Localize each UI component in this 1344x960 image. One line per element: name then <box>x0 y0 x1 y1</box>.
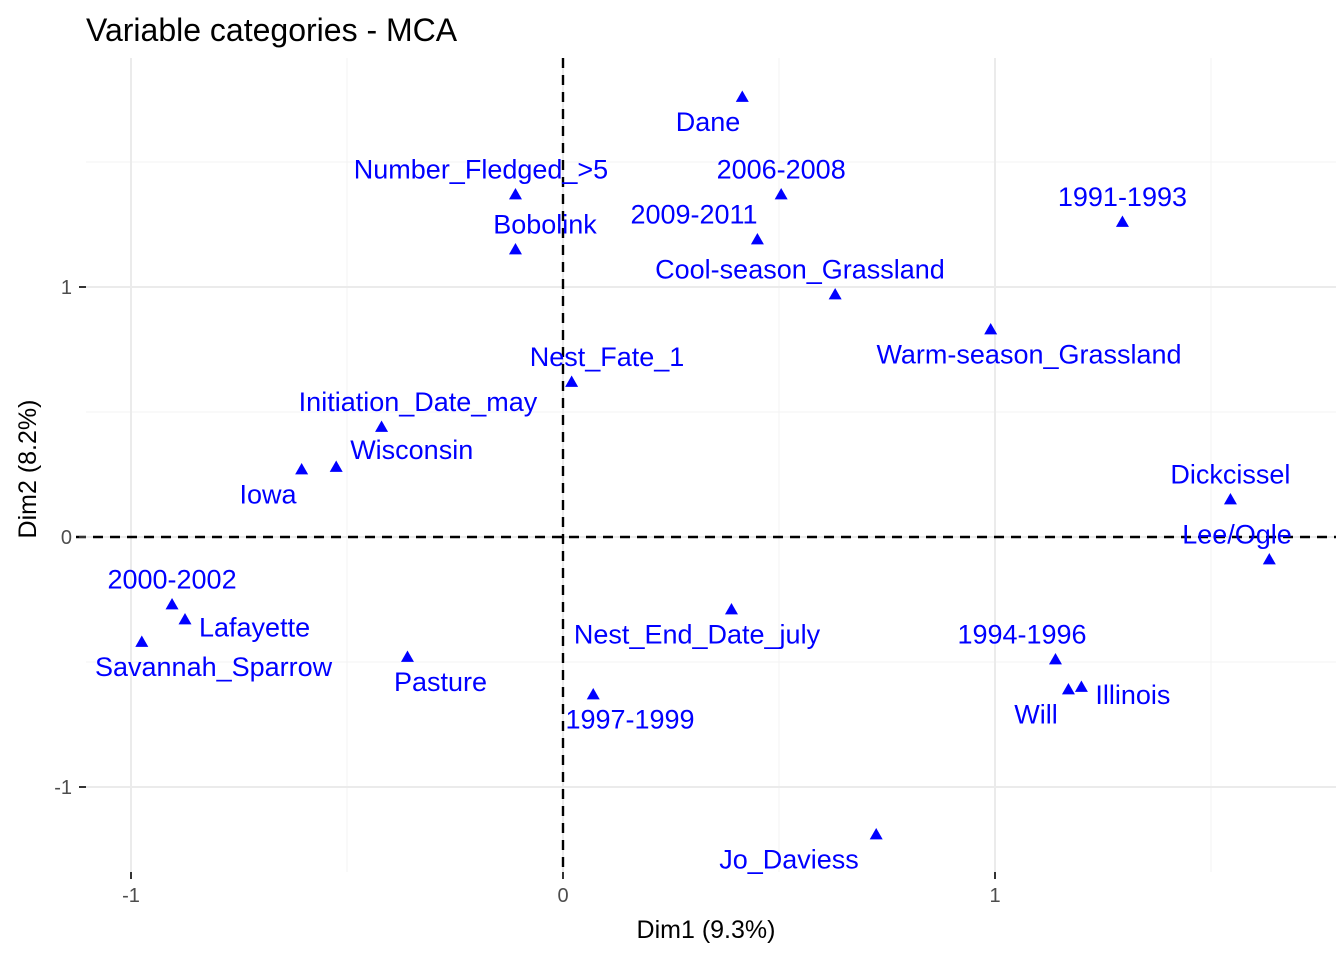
point-label: Warm-season_Grassland <box>876 340 1181 370</box>
data-point-marker <box>165 598 179 610</box>
data-point-marker <box>178 613 192 625</box>
data-point-marker <box>984 323 998 335</box>
point-label: Will <box>1014 700 1057 730</box>
point-label: Dane <box>676 107 741 137</box>
y-axis-title: Dim2 (8.2%) <box>14 400 42 539</box>
data-point-marker <box>774 188 788 200</box>
point-label: Savannah_Sparrow <box>95 652 333 682</box>
data-point-marker <box>508 243 522 255</box>
y-tick-label: -1 <box>54 777 72 799</box>
point-label: Illinois <box>1095 680 1170 710</box>
data-point-marker <box>828 288 842 300</box>
x-tick-label: 0 <box>557 885 568 907</box>
point-label: 1991-1993 <box>1058 182 1187 212</box>
point-label: Iowa <box>239 480 297 510</box>
point-label: Pasture <box>394 667 487 697</box>
point-label: 1994-1996 <box>957 620 1086 650</box>
data-point-marker <box>565 375 579 387</box>
data-point-marker <box>400 650 414 662</box>
major-gridlines <box>86 58 1336 872</box>
data-point-marker <box>1223 493 1237 505</box>
point-label: 2000-2002 <box>107 565 236 595</box>
point-label: Jo_Daviess <box>719 845 859 875</box>
data-point-marker <box>135 635 149 647</box>
data-point-marker <box>1048 653 1062 665</box>
reference-lines <box>76 58 1336 872</box>
point-label: Number_Fledged_>5 <box>354 155 608 185</box>
point-label: Nest_Fate_1 <box>530 342 685 372</box>
data-point-marker <box>329 460 343 472</box>
point-label: Lafayette <box>199 613 310 643</box>
point-label: Initiation_Date_may <box>299 387 538 417</box>
data-point-marker <box>1262 553 1276 565</box>
data-point-marker <box>586 688 600 700</box>
data-point-marker <box>295 463 309 475</box>
x-tick-label: -1 <box>122 885 140 907</box>
y-tick-label: 0 <box>61 527 72 549</box>
data-point-marker <box>375 420 389 432</box>
point-label: Bobolink <box>493 210 597 240</box>
chart-title: Variable categories - MCA <box>86 12 458 48</box>
data-point-marker <box>508 188 522 200</box>
y-tick-label: 1 <box>61 277 72 299</box>
data-point-marker <box>735 90 749 102</box>
point-label: Wisconsin <box>350 435 473 465</box>
data-point-marker <box>750 233 764 245</box>
x-tick-label: 1 <box>989 885 1000 907</box>
data-points <box>135 90 1276 840</box>
point-label: Nest_End_Date_july <box>574 620 821 650</box>
point-label: Cool-season_Grassland <box>655 255 945 285</box>
data-point-marker <box>1061 683 1075 695</box>
axis-ticks: -1 0 1 -1 0 1 <box>54 277 1000 907</box>
data-point-marker <box>869 828 883 840</box>
point-label: Dickcissel <box>1170 460 1290 490</box>
point-label: 1997-1999 <box>565 705 694 735</box>
point-labels: Dane 2006-2008 Number_Fledged_>5 1991-1993 2… <box>95 107 1292 875</box>
point-label: 2006-2008 <box>717 155 846 185</box>
x-axis-title: Dim1 (9.3%) <box>637 916 776 944</box>
point-label: 2009-2011 <box>630 200 757 230</box>
data-point-marker <box>1115 215 1129 227</box>
data-point-marker <box>724 603 738 615</box>
point-label: Lee/Ogle <box>1182 520 1292 550</box>
data-point-marker <box>1074 680 1088 692</box>
minor-gridlines <box>86 58 1336 872</box>
